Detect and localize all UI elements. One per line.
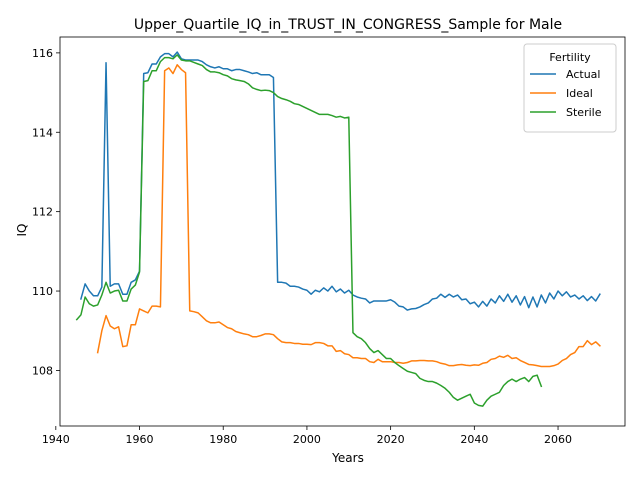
legend-items: Actual Ideal Sterile <box>530 68 602 119</box>
y-axis-ticks: 108 110 112 114 116 <box>32 47 60 377</box>
y-axis-label: IQ <box>15 224 29 237</box>
x-tick-label: 2060 <box>544 433 572 446</box>
x-tick-label: 2020 <box>377 433 405 446</box>
y-tick-label: 112 <box>32 206 53 219</box>
x-tick-label: 1980 <box>209 433 237 446</box>
chart-title: Upper_Quartile_IQ_in_TRUST_IN_CONGRESS_S… <box>134 17 562 33</box>
y-tick-label: 114 <box>32 126 53 139</box>
y-tick-label: 116 <box>32 47 53 60</box>
plot-frame <box>59 36 626 427</box>
x-tick-label: 2000 <box>293 433 321 446</box>
legend-label-actual: Actual <box>566 68 600 81</box>
legend-label-sterile: Sterile <box>566 106 602 119</box>
legend-title: Fertility <box>549 51 591 64</box>
x-axis-ticks: 1940 1960 1980 2000 2020 2040 2060 <box>42 426 572 446</box>
legend-label-ideal: Ideal <box>566 87 593 100</box>
x-axis-label: Years <box>331 451 364 465</box>
x-tick-label: 2040 <box>460 433 488 446</box>
x-tick-label: 1940 <box>42 433 70 446</box>
legend-box <box>523 43 617 133</box>
series-line-actual <box>80 51 601 311</box>
series-layer <box>75 51 601 407</box>
series-line-ideal <box>96 64 601 368</box>
x-tick-label: 1960 <box>126 433 154 446</box>
y-tick-label: 110 <box>32 285 53 298</box>
series-line-sterile <box>75 54 543 407</box>
legend: Fertility Actual Ideal Sterile <box>523 43 617 133</box>
y-tick-label: 108 <box>32 364 53 377</box>
